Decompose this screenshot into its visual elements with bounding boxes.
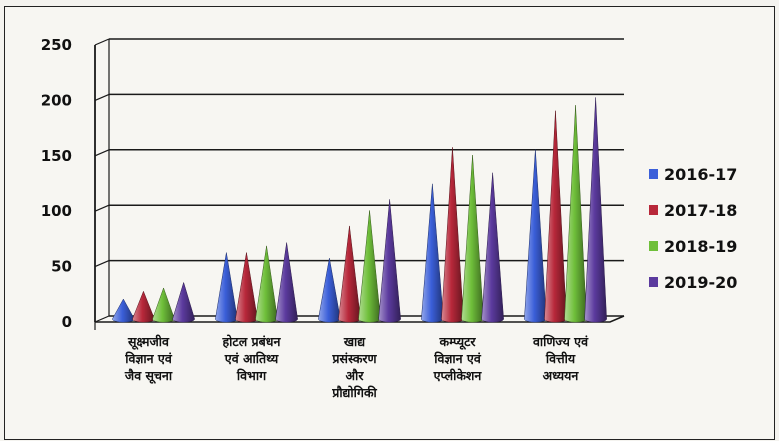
cone-2019-20-1: [275, 242, 298, 323]
category-label-line: अध्ययन: [543, 368, 580, 383]
axes: [94, 39, 625, 330]
legend-label: 2017-18: [664, 201, 737, 220]
cone-2019-20-2: [378, 199, 401, 323]
category-label-line: होटल प्रबंधन: [222, 334, 282, 349]
gridline-side: [94, 149, 110, 157]
category-label-line: विज्ञान एवं: [433, 351, 482, 366]
gridline-side: [94, 315, 110, 323]
legend-swatch: [649, 169, 658, 179]
y-tick-labels: 0 50 100 150 200 250: [41, 36, 72, 331]
y-tick-label: 250: [41, 36, 72, 54]
y-tick-label: 150: [41, 147, 72, 165]
cone-2019-20-4: [584, 97, 607, 323]
category-label-line: विज्ञान एवं: [124, 351, 173, 366]
cone-2017-18-0: [132, 290, 155, 323]
category-label-line: सूक्ष्मजीव: [127, 334, 170, 350]
category-label-line: खाद्य: [343, 334, 366, 349]
cone-2017-18-3: [441, 147, 464, 323]
category-label-line: प्रौद्योगिकी: [331, 385, 377, 400]
legend-swatch: [649, 241, 658, 251]
cone-2017-18-1: [235, 252, 258, 323]
category-label-line: एवं आतिथ्य: [224, 351, 279, 366]
cone-2018-19-3: [461, 154, 484, 323]
cone-2018-19-1: [255, 245, 278, 323]
category-label-line: वित्तीय: [545, 351, 576, 366]
category-label-line: और: [346, 368, 365, 383]
legend-label: 2019-20: [664, 273, 737, 292]
category-label-line: कम्प्यूटर: [438, 334, 476, 350]
cone-2016-17-1: [215, 252, 238, 323]
legend-swatch: [649, 277, 658, 287]
category-label-line: विभाग: [236, 368, 267, 383]
y-tick-label: 0: [62, 313, 72, 331]
category-label-line: प्रसंस्करण: [331, 351, 377, 366]
gridline-side: [94, 93, 110, 101]
cone-2018-19-0: [152, 287, 175, 323]
category-label-line: वाणिज्य एवं: [532, 334, 589, 349]
category-labels: सूक्ष्मजीवविज्ञान एवंजैव सूचनाहोटल प्रबं…: [124, 334, 589, 400]
cone-2019-20-0: [172, 281, 195, 323]
legend-label: 2016-17: [664, 165, 737, 184]
category-label-line: जैव सूचना: [124, 368, 173, 384]
category-label-line: एप्लीकेशन: [433, 368, 483, 383]
gridline-side: [94, 260, 110, 268]
cone-2018-19-2: [358, 210, 381, 323]
gridlines: [94, 38, 624, 323]
gridline-side: [94, 38, 110, 46]
cones: [112, 97, 607, 323]
legend-swatch: [649, 205, 658, 215]
cone-2018-19-4: [564, 105, 587, 323]
cone-2016-17-2: [318, 258, 341, 323]
cone-2019-20-3: [481, 172, 504, 323]
gridline-side: [94, 204, 110, 212]
legend-label: 2018-19: [664, 237, 737, 256]
cone-2016-17-4: [524, 149, 547, 323]
y-tick-label: 50: [51, 258, 72, 276]
cone-2017-18-2: [338, 225, 361, 323]
y-tick-label: 100: [41, 202, 72, 220]
legend: 2016-17 2017-18 2018-19 2019-20: [649, 165, 737, 292]
cone-2016-17-0: [112, 298, 135, 323]
y-tick-label: 200: [41, 91, 72, 109]
cone-2017-18-4: [544, 110, 567, 323]
